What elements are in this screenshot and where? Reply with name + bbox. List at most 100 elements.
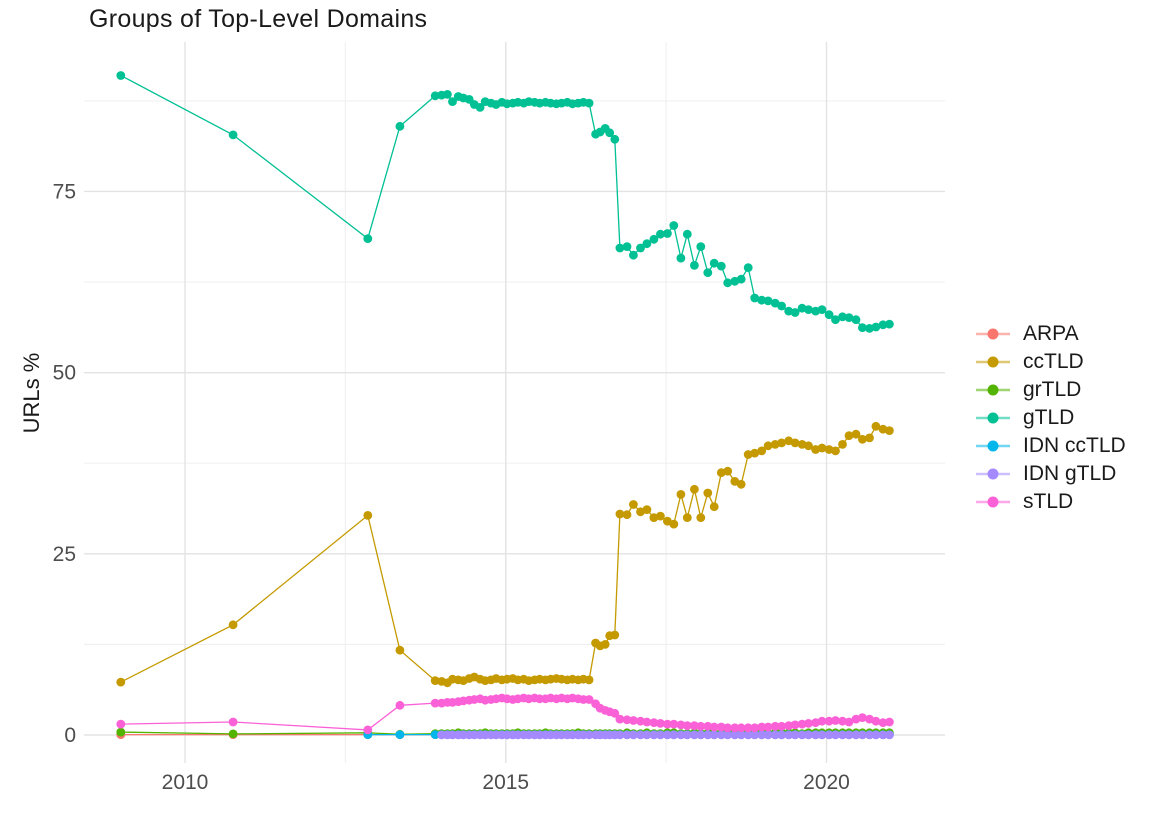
- legend: ARPA ccTLD grTLD gTLD IDN ccTLD IDN gTLD sTLD: [976, 320, 1126, 516]
- data-point: [723, 278, 733, 288]
- data-point: [750, 448, 760, 458]
- data-point: [703, 730, 713, 740]
- legend-label: ccTLD: [1023, 350, 1084, 373]
- data-point: [116, 677, 126, 687]
- y-tick-label: 50: [53, 362, 76, 385]
- data-point: [622, 242, 632, 252]
- data-point: [838, 730, 847, 740]
- data-point: [656, 229, 665, 239]
- data-point: [709, 730, 719, 740]
- data-point: [770, 721, 780, 731]
- data-point: [395, 645, 405, 655]
- data-point: [676, 730, 686, 740]
- data-point: [858, 713, 867, 722]
- data-point: [669, 730, 679, 740]
- data-point: [730, 730, 740, 740]
- data-point: [784, 730, 794, 740]
- data-point: [831, 730, 840, 740]
- data-point: [584, 695, 594, 704]
- y-tick-label: 25: [53, 543, 76, 566]
- data-point: [878, 730, 888, 740]
- data-point: [743, 730, 753, 740]
- data-point: [844, 431, 854, 441]
- data-point: [363, 725, 373, 735]
- data-point: [690, 730, 699, 740]
- y-axis-title: URLs %: [19, 352, 44, 434]
- data-point: [730, 723, 740, 733]
- data-point: [622, 510, 632, 520]
- data-point: [804, 719, 813, 728]
- data-point: [649, 234, 659, 244]
- data-point: [615, 243, 625, 253]
- data-point: [690, 261, 699, 270]
- data-point: [831, 446, 840, 456]
- x-tick-label: 2010: [162, 771, 209, 794]
- data-point: [703, 721, 713, 731]
- data-point: [649, 718, 659, 728]
- data-point: [743, 723, 753, 733]
- data-point: [656, 719, 665, 728]
- data-point: [622, 730, 632, 740]
- data-point: [784, 721, 794, 730]
- data-point: [790, 720, 800, 730]
- data-point: [804, 441, 813, 451]
- data-point: [363, 511, 373, 520]
- legend-key-icon: [976, 468, 1010, 480]
- data-point: [790, 730, 800, 740]
- legend-key-dot-icon: [987, 440, 999, 452]
- legend-item-gTLD: gTLD: [976, 404, 1126, 432]
- data-point: [831, 716, 840, 725]
- data-point: [817, 305, 827, 314]
- data-point: [757, 722, 767, 732]
- data-point: [676, 720, 686, 730]
- data-point: [629, 716, 638, 725]
- legend-key-dot-icon: [987, 328, 999, 340]
- data-point: [584, 98, 594, 108]
- data-point: [878, 320, 888, 330]
- data-point: [363, 234, 373, 244]
- data-point: [709, 502, 719, 512]
- data-point: [663, 229, 672, 238]
- data-point: [763, 722, 773, 732]
- data-point: [642, 239, 652, 249]
- legend-key-dot-icon: [987, 384, 999, 396]
- data-point: [622, 715, 632, 725]
- data-point: [804, 305, 813, 314]
- data-point: [757, 295, 767, 305]
- data-point: [838, 440, 847, 449]
- data-point: [663, 730, 672, 740]
- data-point: [824, 310, 834, 320]
- data-point: [716, 261, 726, 271]
- data-point: [824, 716, 834, 726]
- data-point: [858, 730, 867, 740]
- data-point: [690, 484, 699, 494]
- data-point: [885, 717, 894, 727]
- chart-title: Groups of Top-Level Domains: [89, 5, 428, 33]
- data-point: [696, 513, 706, 522]
- data-point: [642, 505, 652, 514]
- data-point: [777, 721, 786, 731]
- data-point: [663, 719, 672, 729]
- legend-key-dot-icon: [987, 412, 999, 424]
- data-point: [817, 443, 827, 453]
- series-sTLD: [116, 693, 894, 735]
- data-point: [824, 730, 834, 740]
- data-point: [851, 429, 861, 439]
- legend-item-ccTLD: ccTLD: [976, 348, 1126, 376]
- data-point: [656, 730, 665, 740]
- data-point: [757, 730, 767, 740]
- data-point: [636, 730, 645, 740]
- data-point: [636, 243, 645, 253]
- data-point: [430, 730, 440, 739]
- data-point: [885, 319, 894, 329]
- data-point: [790, 438, 800, 448]
- data-point: [228, 130, 238, 140]
- data-point: [736, 479, 746, 489]
- data-point: [605, 128, 615, 138]
- data-point: [584, 675, 594, 685]
- data-point: [629, 730, 638, 740]
- data-point: [430, 91, 440, 101]
- data-point: [865, 730, 874, 740]
- legend-item-ARPA: ARPA: [976, 320, 1126, 348]
